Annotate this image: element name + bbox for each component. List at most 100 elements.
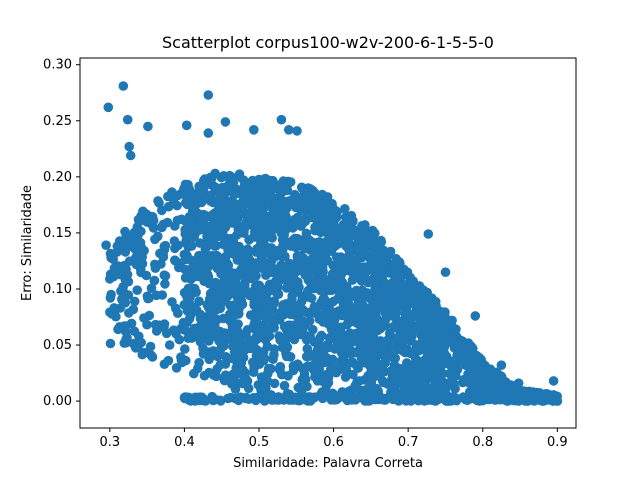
- data-point: [321, 305, 332, 315]
- data-point: [285, 195, 296, 206]
- data-point: [343, 238, 354, 249]
- data-point: [411, 358, 422, 369]
- data-point: [301, 189, 311, 200]
- data-point: [150, 234, 160, 245]
- data-point: [348, 369, 358, 380]
- data-point: [256, 372, 267, 382]
- data-point: [103, 102, 114, 113]
- data-point: [309, 203, 320, 213]
- data-point: [336, 254, 347, 265]
- data-point: [180, 344, 190, 354]
- data-point: [430, 342, 441, 353]
- data-point: [326, 355, 337, 366]
- data-point: [174, 334, 185, 345]
- data-point: [283, 371, 293, 381]
- data-point: [407, 277, 417, 288]
- data-point: [242, 325, 253, 335]
- data-point: [267, 299, 278, 309]
- data-point: [269, 378, 280, 389]
- data-point: [351, 328, 361, 339]
- data-point: [305, 396, 316, 406]
- data-point: [379, 395, 390, 405]
- data-point: [266, 261, 276, 272]
- data-point: [446, 375, 457, 386]
- data-point: [163, 355, 174, 366]
- data-point: [358, 310, 369, 320]
- data-point: [229, 218, 239, 228]
- data-point: [298, 261, 309, 272]
- data-point: [356, 248, 366, 259]
- data-point: [318, 315, 329, 326]
- data-point: [121, 334, 131, 345]
- data-point: [203, 90, 214, 100]
- data-point: [143, 121, 153, 132]
- data-point: [219, 171, 229, 181]
- data-point: [315, 285, 326, 296]
- data-point: [105, 293, 116, 303]
- data-point: [470, 384, 481, 394]
- data-point: [249, 297, 259, 308]
- data-point: [159, 244, 170, 255]
- data-point: [429, 301, 439, 312]
- data-point: [202, 269, 213, 280]
- data-point: [118, 282, 128, 292]
- data-point: [552, 396, 563, 406]
- chart-title: Scatterplot corpus100-w2v-200-6-1-5-5-0: [162, 33, 494, 52]
- data-point: [326, 322, 337, 333]
- data-point: [377, 343, 388, 354]
- data-point: [348, 267, 359, 278]
- data-point: [172, 190, 183, 201]
- data-point: [249, 203, 260, 214]
- data-point: [170, 255, 181, 266]
- data-point: [360, 375, 370, 385]
- data-point: [206, 210, 217, 221]
- data-point: [223, 393, 233, 404]
- data-point: [146, 283, 157, 294]
- data-point: [275, 361, 286, 372]
- data-point: [124, 256, 135, 267]
- data-point: [548, 376, 559, 386]
- data-point: [118, 237, 129, 248]
- x-axis-ticks: 0.3 0.4 0.5 0.6 0.7 0.8 0.9: [99, 428, 568, 450]
- data-point: [265, 178, 276, 188]
- data-point: [180, 215, 190, 226]
- data-point: [370, 394, 381, 405]
- data-point: [293, 382, 304, 393]
- data-point: [180, 325, 190, 336]
- data-point: [199, 322, 209, 333]
- data-point: [234, 169, 245, 179]
- data-point: [180, 264, 190, 275]
- data-point: [260, 353, 270, 364]
- data-point: [437, 321, 447, 331]
- data-point: [324, 369, 334, 379]
- data-point: [322, 219, 333, 229]
- data-point: [327, 392, 338, 402]
- data-points: [101, 81, 563, 406]
- data-point: [242, 244, 253, 254]
- data-point: [239, 224, 249, 235]
- data-point: [164, 340, 175, 350]
- data-point: [284, 125, 294, 135]
- data-point: [435, 376, 445, 387]
- data-point: [306, 350, 317, 360]
- data-point: [277, 201, 287, 212]
- plot-frame: [79, 57, 577, 429]
- data-point: [160, 271, 171, 281]
- data-point: [294, 282, 304, 293]
- data-point: [370, 283, 380, 294]
- data-point: [313, 237, 324, 247]
- data-point: [199, 370, 210, 381]
- data-point: [459, 357, 469, 367]
- data-point: [248, 219, 259, 230]
- data-point: [413, 393, 423, 404]
- data-point: [369, 246, 380, 256]
- data-point: [154, 320, 165, 331]
- data-point: [275, 224, 286, 235]
- data-point: [279, 380, 290, 391]
- data-point: [182, 271, 193, 282]
- data-point: [393, 301, 404, 311]
- data-point: [101, 240, 111, 250]
- data-point: [151, 290, 162, 301]
- data-point: [133, 214, 144, 225]
- data-point: [229, 282, 239, 293]
